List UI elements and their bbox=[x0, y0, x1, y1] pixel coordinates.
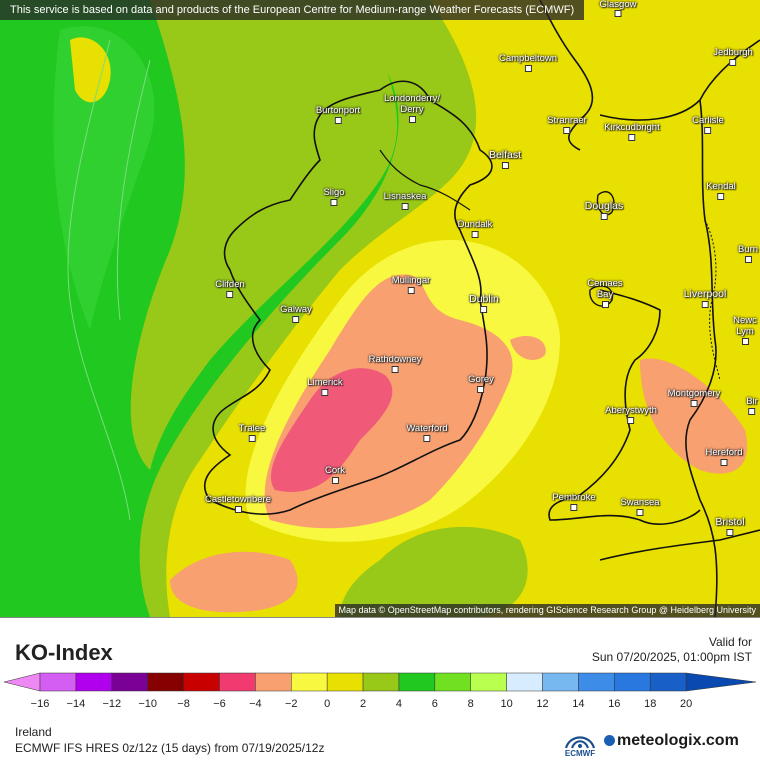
scale-swatch bbox=[255, 672, 292, 692]
city-label[interactable]: Tralee bbox=[239, 423, 265, 442]
city-label[interactable]: Limerick bbox=[307, 377, 343, 396]
city-label[interactable]: Cork bbox=[325, 465, 345, 484]
city-label[interactable]: Pembroke bbox=[552, 492, 596, 511]
scale-swatch bbox=[506, 672, 543, 692]
scale-tick-label: 18 bbox=[644, 698, 657, 710]
scale-tick-label: 6 bbox=[431, 698, 438, 710]
scale-swatch bbox=[291, 672, 328, 692]
city-label[interactable]: Burn bbox=[738, 244, 758, 263]
scale-swatch bbox=[470, 672, 507, 692]
scale-tick-label: −14 bbox=[66, 698, 86, 710]
city-label[interactable]: Douglas bbox=[585, 200, 623, 220]
city-label[interactable]: Newc Lym bbox=[730, 315, 760, 345]
city-label[interactable]: Aberystwyth bbox=[605, 405, 657, 424]
scale-tick-label: −12 bbox=[102, 698, 122, 710]
city-label[interactable]: Mullingar bbox=[392, 275, 430, 294]
city-label[interactable]: Galway bbox=[280, 304, 312, 323]
city-label[interactable]: Sligo bbox=[323, 187, 345, 206]
valid-time: Valid for Sun 07/20/2025, 01:00pm IST bbox=[592, 635, 752, 665]
city-label[interactable]: Castletownbere bbox=[205, 494, 271, 513]
scale-tick-label: 8 bbox=[467, 698, 474, 710]
scale-tick-label: 4 bbox=[395, 698, 402, 710]
city-label[interactable]: Kendal bbox=[706, 181, 736, 200]
scale-tick-label: −16 bbox=[30, 698, 50, 710]
city-label[interactable]: Liverpool bbox=[684, 288, 726, 308]
scale-swatch bbox=[39, 672, 77, 692]
city-label[interactable]: Glasgow bbox=[600, 0, 636, 17]
scale-swatch bbox=[75, 672, 113, 692]
scale-swatch bbox=[542, 672, 579, 692]
scale-swatch bbox=[614, 672, 651, 692]
city-label[interactable]: Cemaes Bay bbox=[585, 278, 625, 308]
scale-tick-label: −2 bbox=[284, 698, 298, 710]
city-label[interactable]: Gorey bbox=[468, 374, 494, 393]
scale-swatch bbox=[649, 672, 687, 692]
scale-swatch bbox=[147, 672, 184, 692]
scale-tick-label: 2 bbox=[359, 698, 367, 710]
scale-tick-label: −4 bbox=[249, 698, 262, 710]
meteologix-brand[interactable]: meteologix.com bbox=[604, 732, 739, 750]
scale-arrow-low bbox=[3, 672, 41, 692]
weather-map[interactable]: This service is based on data and produc… bbox=[0, 0, 760, 617]
scale-tick-label: 10 bbox=[500, 698, 513, 710]
city-label[interactable]: Clifden bbox=[215, 279, 245, 298]
ecmwf-logo: ECMWF bbox=[562, 730, 598, 760]
scale-tick-label: −10 bbox=[138, 698, 158, 710]
ko-index-field bbox=[0, 0, 760, 617]
scale-tick-label: 16 bbox=[608, 698, 621, 710]
city-label[interactable]: Bir bbox=[746, 396, 758, 415]
city-label[interactable]: Dundalk bbox=[458, 219, 492, 238]
city-label[interactable]: Hereford bbox=[706, 447, 742, 466]
valid-date: Sun 07/20/2025, 01:00pm IST bbox=[591, 650, 752, 664]
scale-swatch bbox=[398, 672, 436, 692]
scale-tick-label: −8 bbox=[177, 698, 190, 710]
city-label[interactable]: Campbeltown bbox=[499, 53, 557, 72]
city-label[interactable]: Lisnaskea bbox=[384, 191, 426, 210]
scale-tick-label: 14 bbox=[572, 698, 585, 710]
city-label[interactable]: Bristol bbox=[715, 516, 745, 536]
scale-swatch bbox=[434, 672, 471, 692]
scale-tick-label: 12 bbox=[536, 698, 549, 710]
attribution-top: This service is based on data and produc… bbox=[0, 0, 585, 20]
city-label[interactable]: Waterford bbox=[406, 423, 448, 442]
scale-tick-label: 0 bbox=[324, 698, 331, 710]
scale-swatch bbox=[183, 672, 220, 692]
attribution-bottom[interactable]: Map data © OpenStreetMap contributors, r… bbox=[334, 604, 760, 617]
city-label[interactable]: Dublin bbox=[469, 293, 499, 313]
scale-tick-label: −6 bbox=[213, 698, 226, 710]
legend-title: KO-Index bbox=[15, 640, 113, 665]
city-label[interactable]: Burtonport bbox=[316, 105, 360, 124]
scale-tick-label: 20 bbox=[679, 698, 693, 710]
meteologix-logo-icon bbox=[604, 735, 615, 746]
city-label[interactable]: Kirkcudbright bbox=[604, 122, 660, 141]
scale-swatch bbox=[219, 672, 256, 692]
scale-swatch bbox=[578, 672, 615, 692]
city-label[interactable]: Carlisle bbox=[692, 115, 724, 134]
scale-swatch bbox=[111, 672, 148, 692]
city-label[interactable]: Belfast bbox=[489, 149, 521, 169]
city-label[interactable]: Londonderry/ Derry bbox=[372, 93, 452, 123]
city-label[interactable]: Rathdowney bbox=[369, 354, 421, 373]
scale-swatch bbox=[362, 672, 400, 692]
region-label: Ireland bbox=[15, 725, 52, 739]
model-label: ECMWF IFS HRES 0z/12z (15 days) from 07/… bbox=[15, 741, 325, 755]
city-label[interactable]: Montgomery bbox=[668, 388, 720, 407]
city-label[interactable]: Jedburgh bbox=[713, 47, 753, 66]
valid-label: Valid for bbox=[708, 635, 752, 649]
color-scale bbox=[3, 672, 757, 692]
city-label[interactable]: Swansea bbox=[620, 497, 660, 516]
scale-swatch bbox=[326, 672, 364, 692]
legend-panel: KO-Index Valid for Sun 07/20/2025, 01:00… bbox=[0, 617, 760, 761]
scale-arrow-high bbox=[685, 672, 757, 692]
city-label[interactable]: Stranraer bbox=[547, 115, 587, 134]
